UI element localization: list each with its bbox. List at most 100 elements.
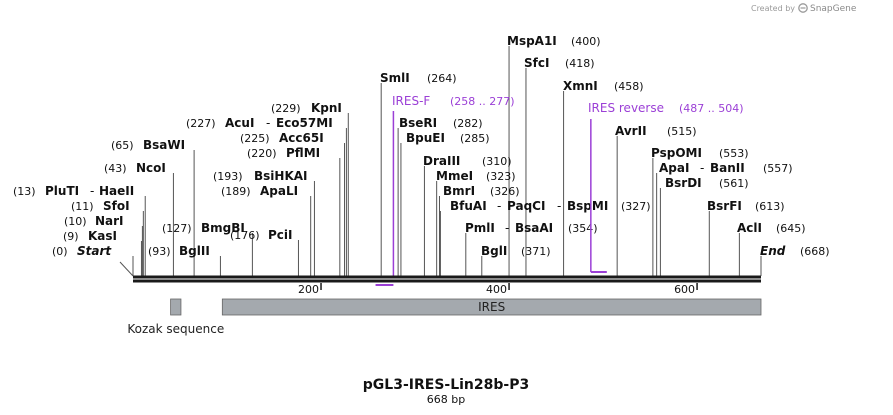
primer-range: (258 .. 277) (450, 95, 515, 108)
cut-position: (93) (148, 245, 171, 258)
site-bfuai[interactable]: BfuAI - PaqCI - BspMI (327) (450, 199, 651, 213)
feature-bar (170, 298, 182, 316)
site-pluti[interactable]: PluTI - HaeII (13) (13, 184, 134, 198)
feature-label: IRES (478, 300, 505, 314)
enzyme-label: PmlI (465, 221, 495, 235)
site-bgli[interactable]: BglI (371) (481, 244, 551, 258)
site-pspomi[interactable]: PspOMI (553) (651, 146, 749, 160)
enzyme-label: BsaWI (143, 138, 185, 152)
cut-position: (553) (719, 147, 749, 160)
site-apali[interactable]: ApaLI (189) (221, 184, 298, 198)
ruler-tick-600: 600 (674, 283, 698, 296)
enzyme-label: BsiHKAI (254, 169, 308, 183)
enzyme-label: SfcI (524, 56, 549, 70)
site-sfci[interactable]: SfcI (418) (524, 56, 595, 70)
site-pcii[interactable]: PciI (176) (230, 228, 293, 242)
site-kasi[interactable]: KasI (9) (63, 229, 117, 243)
enzyme-label: BsrDI (665, 176, 702, 190)
feature-kozak-sequence[interactable]: Kozak sequence (127, 298, 224, 336)
cut-position: (458) (614, 80, 644, 93)
enzyme-label: NcoI (136, 161, 166, 175)
enzyme-label: BspMI (567, 199, 608, 213)
site-bseri[interactable]: BseRI (282) (399, 116, 483, 130)
cut-position: (189) (221, 185, 251, 198)
site-pflmi[interactable]: PflMI (220) (247, 146, 320, 160)
site-acc65i[interactable]: Acc65I (225) (240, 131, 324, 145)
site-nari[interactable]: NarI (10) (64, 214, 124, 228)
site-end[interactable]: End (668) (760, 244, 830, 258)
site-xmni[interactable]: XmnI (458) (563, 79, 644, 93)
site-bsawi[interactable]: BsaWI (65) (111, 138, 185, 152)
primer-label: IRES-F (392, 94, 430, 108)
site-smli[interactable]: SmlI (264) (380, 71, 457, 85)
cut-position: (193) (213, 170, 243, 183)
site-bsihkai[interactable]: BsiHKAI (193) (213, 169, 308, 183)
site-bmgbi[interactable]: BmgBI (127) (162, 221, 245, 235)
enzyme-label: AcuI (225, 116, 254, 130)
enzyme-separator: - (266, 116, 270, 130)
feature-label: Kozak sequence (127, 322, 224, 336)
cut-position: (282) (453, 117, 483, 130)
site-ncoi[interactable]: NcoI (43) (104, 161, 166, 175)
enzyme-label: PciI (268, 228, 293, 242)
cut-position: (561) (719, 177, 749, 190)
cut-position: (354) (568, 222, 598, 235)
site-bglii[interactable]: BglII (93) (148, 244, 210, 258)
site-start[interactable]: Start (0) (52, 244, 112, 258)
cut-position: (418) (565, 57, 595, 70)
cut-position: (176) (230, 229, 260, 242)
cut-position: (400) (571, 35, 601, 48)
feature-ires[interactable]: IRES (221, 298, 762, 316)
cut-position: (13) (13, 185, 36, 198)
site-avrii[interactable]: AvrII (515) (615, 124, 697, 138)
site-mmei[interactable]: MmeI (323) (436, 169, 516, 183)
enzyme-separator: - (90, 184, 94, 198)
enzyme-separator: - (505, 221, 509, 235)
tick-label: 200 (298, 283, 319, 296)
site-mspa1i[interactable]: MspA1I (400) (507, 34, 601, 48)
enzyme-label: BseRI (399, 116, 437, 130)
site-bsrdi[interactable]: BsrDI (561) (665, 176, 749, 190)
cut-position: (229) (271, 102, 301, 115)
site-bpuei[interactable]: BpuEI (285) (406, 131, 490, 145)
credit-prefix: Created by (751, 4, 795, 13)
enzyme-label: KasI (88, 229, 117, 243)
enzyme-separator: - (557, 199, 561, 213)
enzyme-label: MspA1I (507, 34, 557, 48)
enzyme-label: SmlI (380, 71, 410, 85)
cut-position: (557) (763, 162, 793, 175)
site-acli[interactable]: AclI (645) (737, 221, 806, 235)
site-bsrfi[interactable]: BsrFI (613) (707, 199, 785, 213)
snapgene-logo-icon (798, 3, 808, 13)
site-bmri[interactable]: BmrI (326) (443, 184, 520, 198)
site-acui[interactable]: AcuI - Eco57MI (227) (186, 116, 333, 130)
site-pmli[interactable]: PmlI - BsaAI (354) (465, 221, 598, 235)
enzyme-label: BanII (710, 161, 745, 175)
cut-position: (327) (621, 200, 651, 213)
site-kpni[interactable]: KpnI (229) (271, 101, 342, 115)
cut-position: (225) (240, 132, 270, 145)
cut-position: (515) (667, 125, 697, 138)
site-draiii[interactable]: DraIII (310) (423, 154, 512, 168)
enzyme-label: BsrFI (707, 199, 742, 213)
enzyme-label: BglI (481, 244, 507, 258)
enzyme-label: Start (77, 244, 112, 258)
cut-position: (0) (52, 245, 68, 258)
primer-ires-f[interactable]: IRES-F (258 .. 277) (375, 94, 515, 286)
primer-ires-reverse[interactable]: IRES reverse (487 .. 504) (588, 101, 744, 273)
enzyme-label: ApaLI (260, 184, 298, 198)
snapgene-credit: Created by SnapGene (751, 3, 857, 14)
enzyme-label: XmnI (563, 79, 598, 93)
enzyme-label: AclI (737, 221, 762, 235)
enzyme-label: BmgBI (201, 221, 245, 235)
cut-position: (645) (776, 222, 806, 235)
credit-brand: SnapGene (810, 4, 857, 14)
cut-position: (323) (486, 170, 516, 183)
site-sfoi[interactable]: SfoI (11) (71, 199, 130, 213)
enzyme-label: BpuEI (406, 131, 445, 145)
ruler-tick-400: 400 (486, 283, 510, 296)
site-apai[interactable]: ApaI - BanII (557) (659, 161, 793, 175)
enzyme-label: PspOMI (651, 146, 702, 160)
sequence-length: 668 bp (427, 393, 465, 406)
